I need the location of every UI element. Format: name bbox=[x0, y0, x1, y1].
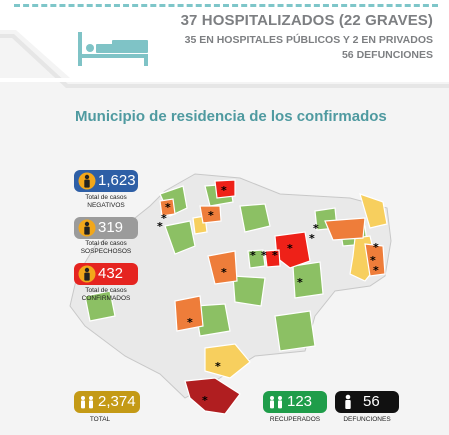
case-marker: * bbox=[250, 249, 256, 262]
case-marker: * bbox=[202, 394, 208, 407]
case-marker: * bbox=[287, 242, 293, 255]
case-markers: * * * * * * * * * * * * * * * * * * * bbox=[157, 184, 379, 407]
hospitals-line: 35 EN HOSPITALES PÚBLICOS Y 2 EN PRIVADO… bbox=[184, 34, 433, 46]
defunciones-caption: DEFUNCIONES bbox=[343, 416, 391, 423]
case-marker: * bbox=[261, 249, 267, 262]
case-marker: * bbox=[370, 254, 376, 267]
recuperados-badge: 123 bbox=[263, 391, 327, 413]
defunciones-badge: 56 bbox=[335, 391, 399, 413]
case-marker: * bbox=[157, 220, 163, 233]
recuperados-caption: RECUPERADOS bbox=[269, 416, 321, 423]
municipality-green bbox=[239, 203, 271, 233]
total-badge: 2,374 bbox=[74, 391, 140, 413]
municipality-green bbox=[232, 275, 266, 307]
municipality-orange bbox=[207, 250, 238, 285]
case-marker: * bbox=[313, 222, 319, 235]
municipality-map: * * * * * * * * * * * * * * * * * * * bbox=[69, 173, 392, 415]
municipality-orange bbox=[324, 217, 366, 241]
case-marker: * bbox=[309, 232, 315, 245]
case-marker: * bbox=[221, 266, 227, 279]
municipality-orange bbox=[364, 243, 386, 277]
municipality-yellow bbox=[204, 343, 251, 379]
confirmados-caption: Total de casos CONFIRMADOS bbox=[70, 287, 142, 303]
municipality-orange bbox=[199, 205, 222, 224]
person-icon bbox=[345, 394, 351, 409]
municipality-orange bbox=[174, 295, 204, 332]
recuperados-value: 123 bbox=[287, 393, 313, 410]
caption-line: Total de casos bbox=[85, 287, 127, 294]
person-icon bbox=[78, 172, 96, 190]
sospechosos-caption: Total de casos SOSPECHOSOS bbox=[70, 240, 142, 256]
municipality-green bbox=[247, 249, 266, 269]
negativos-value: 1,623 bbox=[98, 172, 136, 189]
people-icon bbox=[81, 396, 93, 409]
sospechosos-value: 319 bbox=[98, 219, 124, 236]
case-marker: * bbox=[297, 276, 303, 289]
case-marker: * bbox=[373, 241, 379, 254]
caption-line: NEGATIVOS bbox=[87, 202, 125, 209]
municipality-green bbox=[292, 261, 324, 299]
confirmados-badge: 432 bbox=[74, 263, 138, 285]
hospitalized-title: 37 HOSPITALIZADOS (22 GRAVES) bbox=[180, 12, 433, 29]
case-marker: * bbox=[215, 360, 221, 373]
caption-line: Total de casos bbox=[85, 240, 127, 247]
confirmados-value: 432 bbox=[98, 265, 124, 282]
negativos-badge: 1,623 bbox=[74, 170, 138, 192]
total-caption: TOTAL bbox=[89, 416, 111, 423]
case-marker: * bbox=[221, 184, 227, 197]
deaths-line: 56 DEFUNCIONES bbox=[341, 49, 433, 61]
case-marker: * bbox=[187, 316, 193, 329]
total-value: 2,374 bbox=[98, 393, 136, 410]
municipality-red bbox=[214, 179, 236, 199]
municipality-red bbox=[264, 249, 281, 268]
municipality-yellow bbox=[359, 193, 388, 229]
case-marker: * bbox=[208, 209, 214, 222]
case-marker: * bbox=[165, 201, 171, 214]
municipality-green bbox=[274, 310, 316, 352]
caption-line: CONFIRMADOS bbox=[81, 295, 131, 302]
sospechosos-badge: 319 bbox=[74, 217, 138, 239]
hospital-bed-icon bbox=[78, 32, 148, 66]
dashed-divider bbox=[14, 4, 438, 7]
municipality-green bbox=[84, 290, 116, 322]
municipality-dark-red bbox=[184, 377, 241, 415]
case-marker: * bbox=[161, 212, 167, 225]
person-icon bbox=[78, 265, 96, 283]
person-icon bbox=[78, 219, 96, 237]
map-title: Municipio de residencia de los confirmad… bbox=[75, 108, 387, 125]
case-marker: * bbox=[272, 249, 278, 262]
negativos-caption: Total de casos NEGATIVOS bbox=[70, 194, 142, 210]
caption-line: Total de casos bbox=[85, 194, 127, 201]
municipality-green bbox=[164, 220, 196, 255]
defunciones-value: 56 bbox=[363, 393, 380, 410]
people-icon bbox=[270, 396, 282, 409]
case-marker: * bbox=[373, 264, 379, 277]
municipality-orange bbox=[159, 198, 176, 217]
caption-line: SOSPECHOSOS bbox=[80, 248, 132, 255]
